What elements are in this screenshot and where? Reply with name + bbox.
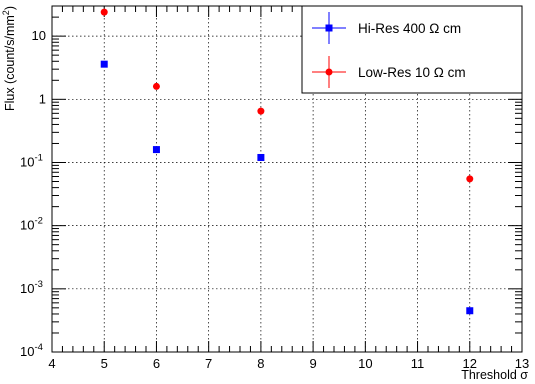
legend: Hi-Res 400 Ω cm Low-Res 10 Ω cm bbox=[301, 5, 523, 94]
y-axis-title-main: Flux (count/s/mm bbox=[3, 15, 17, 111]
x-tick-label: 13 bbox=[515, 356, 529, 371]
x-tick-label: 6 bbox=[153, 356, 160, 371]
y-tick-exponent: -4 bbox=[34, 342, 42, 353]
y-axis-title-end: ) bbox=[3, 6, 17, 10]
x-tick-label: 11 bbox=[411, 356, 425, 371]
plot-frame bbox=[51, 5, 523, 353]
data-points bbox=[100, 8, 474, 315]
y-tick-exponent: -2 bbox=[34, 216, 42, 227]
x-tick-label: 5 bbox=[101, 356, 108, 371]
grid bbox=[52, 6, 522, 352]
y-axis-title-superscript: 2 bbox=[1, 10, 11, 15]
x-tick-label: 7 bbox=[205, 356, 212, 371]
hi-res-data-point bbox=[100, 60, 108, 68]
y-tick-label: 10-4 bbox=[20, 342, 43, 359]
x-tick-label: 12 bbox=[463, 356, 477, 371]
legend-box bbox=[301, 5, 523, 94]
y-tick-exponent: -3 bbox=[34, 279, 42, 290]
y-tick-label: 10 bbox=[32, 28, 46, 43]
hi-res-data-point bbox=[466, 307, 474, 315]
x-tick-label: 4 bbox=[48, 356, 55, 371]
low-res-legend-label: Low-Res 10 Ω cm bbox=[358, 65, 466, 80]
low-res-data-point bbox=[257, 107, 265, 115]
y-tick-labels: 10-4 10-3 10-2 10-1 1 10 bbox=[20, 28, 46, 359]
y-tick-label: 10-1 bbox=[20, 152, 43, 169]
y-tick-label: 10-2 bbox=[20, 216, 43, 233]
x-tick-label: 8 bbox=[257, 356, 264, 371]
x-tick-label: 9 bbox=[309, 356, 316, 371]
x-tick-labels: 4 5 6 7 8 9 10 11 12 13 bbox=[48, 356, 529, 371]
low-res-data-point bbox=[152, 82, 160, 90]
hi-res-data-point bbox=[257, 153, 265, 161]
y-axis-title: Flux (count/s/mm2) bbox=[1, 6, 17, 111]
x-axis-title: Threshold σ bbox=[461, 368, 528, 382]
hi-res-legend-label: Hi-Res 400 Ω cm bbox=[358, 21, 461, 36]
low-res-data-point bbox=[466, 175, 474, 183]
x-tick-label: 10 bbox=[358, 356, 372, 371]
low-res-data-point bbox=[100, 8, 108, 16]
y-tick-label: 10-3 bbox=[20, 279, 43, 296]
hi-res-data-point bbox=[152, 146, 160, 154]
low-res-legend-marker bbox=[325, 68, 333, 76]
y-tick-exponent: -1 bbox=[34, 152, 42, 163]
y-tick-label: 1 bbox=[39, 91, 46, 106]
hi-res-legend-marker bbox=[325, 24, 333, 32]
